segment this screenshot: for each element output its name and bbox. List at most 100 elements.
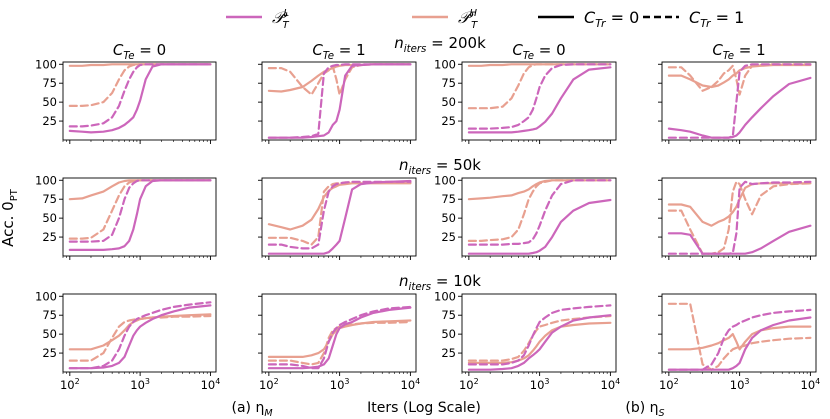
column-title: CTe = 1	[712, 41, 765, 62]
series-line-pl-ctr1	[267, 63, 412, 139]
row-title: niters = 50k	[399, 156, 481, 177]
panel: 25 50 75 100	[434, 173, 617, 260]
y-tick-label: 100	[35, 289, 57, 303]
series-line-pl-ctr1	[467, 304, 612, 366]
legend-item: CTr = 0	[538, 8, 639, 30]
series-line-pl-ctr0	[467, 66, 612, 134]
panel-frame	[661, 61, 817, 141]
column-title: CTe = 0	[113, 41, 166, 62]
series-line-pl-ctr0	[68, 304, 212, 370]
panel: 25 50 75 100 102 103 104	[35, 289, 220, 392]
series-line-pl-ctr1	[467, 179, 612, 246]
x-tick-label: 102	[60, 377, 80, 392]
panel: 102 103 104	[658, 293, 821, 392]
panel	[258, 177, 417, 260]
x-tick-label: 104	[801, 377, 821, 392]
series-line-pl-ctr0	[667, 76, 812, 139]
y-tick-label: 75	[441, 308, 456, 322]
series-line-pl-ctr0	[68, 179, 212, 251]
x-tick-label: 103	[730, 377, 750, 392]
x-axis-label: Iters (Log Scale)	[367, 400, 481, 416]
panel-frame	[261, 177, 417, 257]
row-title: niters = 200k	[394, 34, 486, 55]
series-line-pl-ctr1	[667, 180, 812, 255]
x-tick-label: 102	[259, 377, 279, 392]
legend-label: CTr = 1	[689, 8, 744, 30]
y-tick-label: 50	[42, 211, 57, 225]
group-a-label: (a) ηM	[231, 400, 272, 419]
panel-frame	[261, 61, 417, 141]
panel-frame	[661, 293, 817, 373]
series-line-pl-ctr1	[68, 179, 212, 243]
series-line-ph-ctr1	[467, 179, 612, 242]
y-tick-label: 100	[35, 57, 57, 71]
series-line-pl-ctr1	[267, 180, 412, 250]
y-tick-label: 25	[42, 114, 57, 128]
panel-frame	[661, 177, 817, 257]
series-line-ph-ctr0	[68, 179, 212, 201]
y-tick-label: 75	[42, 76, 57, 90]
panel-frame	[261, 293, 417, 373]
series-line-pl-ctr1	[467, 63, 612, 130]
series-line-pl-ctr0	[667, 224, 812, 255]
panel-frame	[62, 61, 217, 141]
y-tick-label: 50	[42, 95, 57, 109]
x-tick-label: 104	[401, 377, 421, 392]
y-tick-label: 25	[42, 230, 57, 244]
panel	[658, 61, 817, 144]
y-tick-label: 25	[441, 346, 456, 360]
y-tick-label: 50	[441, 211, 456, 225]
panel: 25 50 75 100	[35, 57, 217, 144]
panel: 25 50 75 100	[35, 173, 217, 260]
group-b-label: (b) ηS	[625, 400, 664, 419]
series-line-ph-ctr0	[267, 182, 412, 231]
x-tick-label: 102	[459, 377, 479, 392]
y-tick-label: 100	[434, 289, 456, 303]
panel: 102 103 104	[258, 293, 421, 392]
series-line-pl-ctr1	[68, 63, 212, 128]
series-line-ph-ctr1	[467, 63, 612, 110]
series-line-ph-ctr1	[68, 314, 212, 362]
series-line-pl-ctr1	[267, 305, 412, 370]
series-line-pl-ctr0	[467, 314, 612, 371]
y-tick-label: 100	[35, 173, 57, 187]
x-tick-label: 103	[530, 377, 550, 392]
panel	[658, 177, 817, 260]
x-tick-label: 103	[330, 377, 350, 392]
legend-item: CTr = 1	[643, 8, 744, 30]
x-tick-label: 103	[130, 377, 150, 392]
series-line-ph-ctr0	[467, 321, 612, 364]
column-title: CTe = 0	[512, 41, 565, 62]
series-line-ph-ctr0	[267, 319, 412, 358]
x-tick-label: 102	[659, 377, 679, 392]
legend-label: 𝒫L T	[272, 8, 289, 31]
x-tick-label: 104	[601, 377, 621, 392]
y-tick-label: 75	[42, 308, 57, 322]
legend-item: 𝒫H T	[412, 8, 478, 31]
panel: 25 50 75 100 102 103 104	[434, 289, 620, 392]
y-tick-label: 100	[434, 173, 456, 187]
y-tick-label: 50	[42, 327, 57, 341]
series-line-pl-ctr1	[68, 301, 212, 370]
panel: 25 50 75 100	[434, 57, 617, 144]
series-line-pl-ctr1	[667, 308, 812, 371]
series-line-ph-ctr1	[467, 314, 612, 362]
row-title: niters = 10k	[399, 272, 481, 293]
series-line-pl-ctr0	[267, 179, 412, 255]
series-line-ph-ctr1	[667, 302, 812, 371]
series-line-ph-ctr0	[467, 179, 612, 201]
series-line-pl-ctr0	[267, 306, 412, 370]
series-line-ph-ctr1	[68, 179, 212, 240]
series-line-pl-ctr0	[267, 63, 412, 139]
y-tick-label: 100	[434, 57, 456, 71]
panel-frame	[461, 293, 617, 373]
legend-label: CTr = 0	[584, 8, 639, 30]
panel-frame	[62, 293, 217, 373]
column-title: CTe = 1	[312, 41, 365, 62]
y-tick-label: 50	[441, 95, 456, 109]
series-line-ph-ctr1	[267, 320, 412, 366]
panel-frame	[62, 177, 217, 257]
panel-frame	[461, 61, 617, 141]
legend-item: 𝒫L T	[226, 8, 289, 31]
